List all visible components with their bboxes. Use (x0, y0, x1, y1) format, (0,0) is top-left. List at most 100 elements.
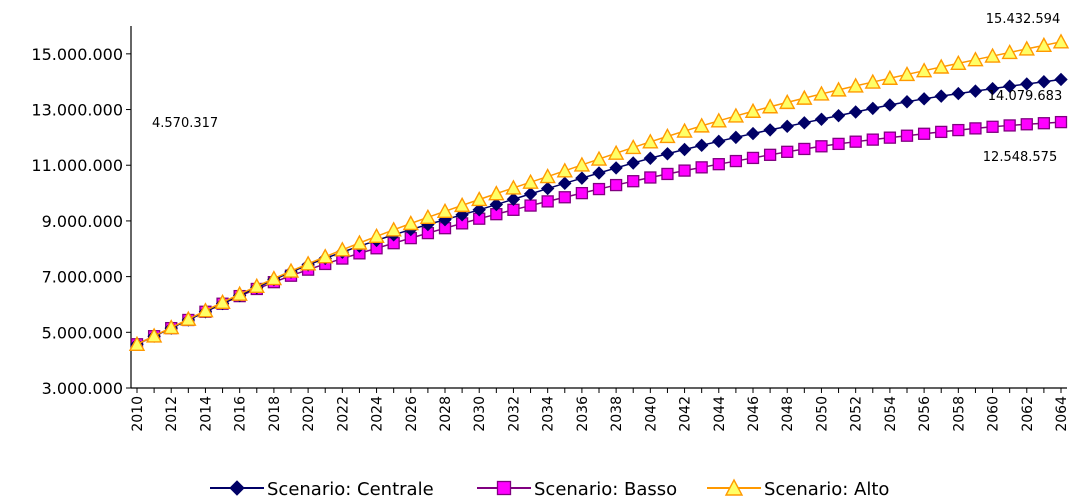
x-tick-label: 2026 (404, 396, 420, 432)
data-point (814, 112, 829, 126)
x-tick-label: 2032 (506, 396, 522, 432)
x-tick-label: 2040 (643, 396, 659, 432)
data-point (627, 175, 640, 188)
data-point (419, 208, 437, 225)
data-point (677, 142, 692, 157)
data-point (780, 119, 794, 134)
data-point (573, 156, 591, 172)
x-tick-label: 2018 (267, 396, 283, 432)
x-tick-label: 2020 (301, 396, 317, 432)
x-tick-label: 2012 (164, 396, 180, 432)
data-point (694, 138, 709, 153)
data-point (368, 227, 385, 244)
data-point (609, 161, 623, 175)
data-point (952, 123, 965, 137)
data-point (900, 95, 914, 109)
x-tick-label: 2024 (370, 396, 386, 432)
data-point (299, 255, 317, 271)
data-point (985, 81, 1000, 96)
data-point (609, 178, 623, 192)
data-point (968, 84, 983, 98)
data-point (883, 131, 897, 144)
data-point (1002, 79, 1017, 93)
legend-label: Scenario: Basso (534, 479, 677, 500)
data-point (248, 277, 265, 293)
data-point (744, 102, 762, 118)
data-point (471, 191, 488, 207)
data-point (678, 164, 691, 177)
data-point (969, 122, 982, 135)
data-point (505, 179, 522, 195)
data-point (813, 85, 830, 101)
series-line (136, 78, 1062, 345)
data-point (556, 162, 573, 178)
legend-item: Scenario: Basso (477, 479, 677, 500)
x-tick-label: 2060 (986, 396, 1002, 432)
data-point (436, 202, 454, 219)
data-point (540, 181, 555, 196)
data-point (265, 270, 283, 286)
data-point (761, 98, 779, 114)
data-point (214, 293, 231, 309)
data-point (917, 127, 931, 140)
data-point (693, 117, 710, 133)
data-point (763, 123, 777, 137)
data-point (727, 107, 745, 123)
data-point (830, 81, 847, 97)
data-point (917, 92, 931, 106)
data-point (334, 241, 351, 257)
data-point (1003, 119, 1016, 132)
x-tick-label: 2044 (712, 396, 728, 432)
data-point (231, 285, 248, 301)
data-point (385, 221, 402, 237)
data-point (507, 203, 520, 216)
x-tick-label: 2046 (746, 396, 762, 432)
data-point (642, 133, 659, 149)
data-point (1001, 43, 1018, 60)
data-point (710, 112, 727, 128)
data-point (1020, 77, 1034, 91)
data-point (523, 187, 538, 201)
x-tick-label: 2056 (917, 396, 933, 432)
data-point (660, 147, 675, 161)
data-point (763, 148, 777, 161)
data-point (951, 86, 966, 101)
legend-marker (724, 478, 744, 496)
data-point (796, 89, 813, 105)
data-point (933, 58, 950, 74)
data-point (1037, 117, 1051, 130)
data-point (915, 62, 933, 78)
x-tick-label: 2030 (472, 396, 488, 432)
x-tick-label: 2058 (951, 396, 967, 432)
data-point (984, 47, 1001, 63)
x-tick-label: 2010 (130, 396, 146, 432)
data-point (866, 133, 879, 146)
data-point (488, 185, 505, 201)
data-point (351, 234, 368, 250)
data-point (1035, 36, 1053, 53)
data-point (180, 310, 197, 326)
data-point (1054, 72, 1068, 87)
data-point (472, 203, 486, 217)
y-tick-label: 15.000.000 (31, 45, 123, 64)
data-point (831, 108, 846, 123)
legend-label: Scenario: Centrale (267, 479, 434, 500)
data-point (644, 171, 657, 184)
data-point (643, 151, 658, 165)
data-point (676, 122, 693, 138)
data-point (849, 135, 862, 148)
data-label: 4.570.317 (152, 116, 218, 131)
annotation-layer: 4.570.317 15.432.594 14.079.683 12.548.575 (152, 12, 1062, 165)
data-point (575, 186, 589, 200)
data-point (524, 199, 537, 212)
y-tick-label: 11.000.000 (31, 156, 123, 175)
data-point (1054, 115, 1068, 129)
x-tick-label: 2034 (541, 396, 557, 432)
x-tick-label: 2062 (1020, 396, 1036, 432)
series-diamond (130, 72, 1068, 351)
data-point (883, 98, 897, 112)
data-point (541, 195, 554, 208)
series-triangle (128, 33, 1070, 351)
data-point (864, 73, 881, 89)
